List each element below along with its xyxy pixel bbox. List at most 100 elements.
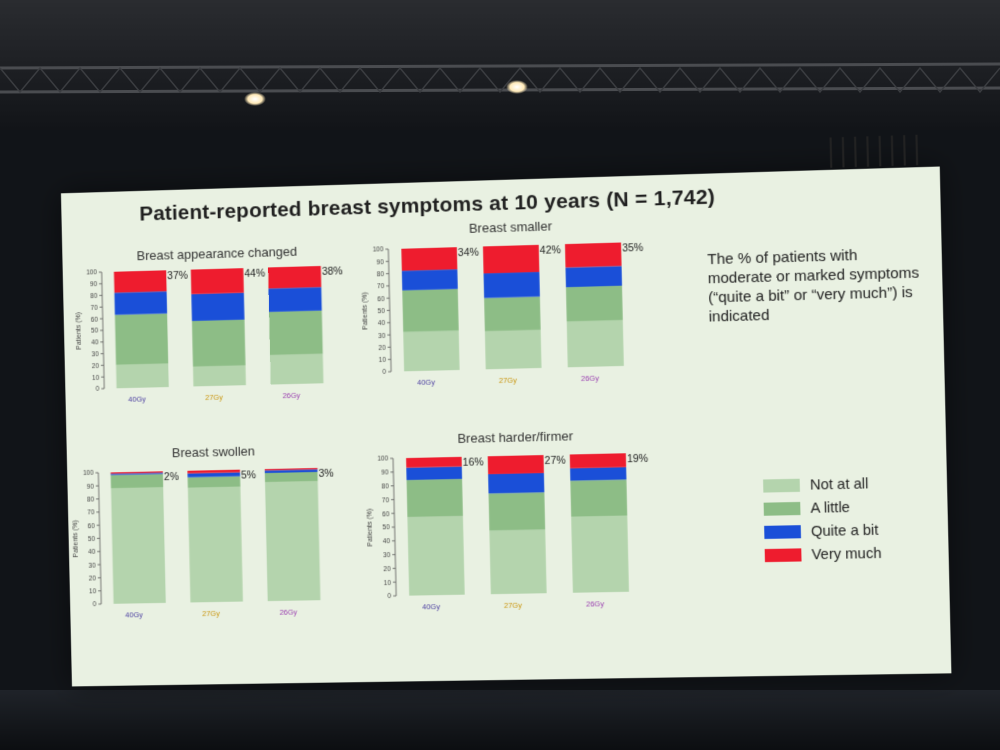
y-tick-label: 80 <box>90 293 98 300</box>
y-tick-label: 80 <box>87 497 95 504</box>
legend-label: Very much <box>811 545 881 562</box>
bar-segment <box>191 293 244 321</box>
data-label: 27% <box>544 456 565 468</box>
bar-segment <box>268 266 321 289</box>
stage-floor <box>0 690 1000 750</box>
bar-segment <box>192 320 246 367</box>
y-tick-label: 0 <box>96 386 100 393</box>
bar-segment <box>116 364 169 389</box>
bar-segment <box>406 457 462 468</box>
y-tick-label: 60 <box>382 511 390 518</box>
bar-segment <box>269 287 322 312</box>
data-label: 44% <box>244 268 265 280</box>
bar-segment <box>570 480 627 517</box>
legend-label: Not at all <box>810 476 869 493</box>
data-label: 38% <box>322 266 343 278</box>
y-axis-label: Patients (%) <box>72 520 80 558</box>
data-label: 16% <box>463 457 484 469</box>
y-tick-label: 60 <box>88 523 96 530</box>
data-label: 37% <box>167 271 188 283</box>
bar-segment <box>567 320 624 367</box>
stage-light <box>506 80 528 94</box>
bar-segment <box>485 330 542 370</box>
y-tick-label: 0 <box>93 602 97 609</box>
bar-segment <box>115 313 168 365</box>
bar-segment <box>565 243 622 268</box>
y-tick-label: 40 <box>88 549 96 556</box>
stacked-bar-chart: Patients (%)0102030405060708090100 2%40Gy… <box>67 459 365 628</box>
bar-segment <box>111 487 166 604</box>
data-label: 5% <box>241 470 256 481</box>
y-tick-label: 70 <box>377 283 385 290</box>
y-tick-label: 90 <box>381 470 389 477</box>
chart-panel-appearance: Breast appearance changed Patients (%) 0 1… <box>70 242 368 413</box>
y-tick-label: 20 <box>92 363 100 370</box>
bar-segment <box>402 269 458 290</box>
y-tick-label: 70 <box>382 497 390 504</box>
bar-segment <box>188 487 243 603</box>
y-tick-label: 50 <box>382 525 390 532</box>
data-label: 35% <box>622 243 643 255</box>
bar-segment <box>570 453 626 468</box>
legend-item: A little <box>763 495 880 521</box>
bar-segment <box>111 474 164 488</box>
legend-item: Quite a bit <box>764 519 881 544</box>
bar-segment <box>403 331 459 372</box>
bar-segment <box>566 266 622 287</box>
bar-segment <box>406 466 462 480</box>
bar-segment <box>484 297 540 332</box>
bar-segment <box>270 354 323 385</box>
legend-label: Quite a bit <box>811 522 879 539</box>
y-tick-label: 100 <box>373 247 384 254</box>
y-tick-label: 40 <box>91 340 99 347</box>
data-label: 19% <box>627 454 648 466</box>
presentation-slide: Patient-reported breast symptoms at 10 y… <box>61 167 951 687</box>
y-tick-label: 10 <box>89 588 97 595</box>
bar-segment <box>188 476 241 488</box>
slide-note: The % of patients with moderate or marke… <box>707 244 923 326</box>
legend-swatch <box>764 525 801 539</box>
y-tick-label: 70 <box>90 305 98 312</box>
chart-panel-harder: Breast harder/firmer Patients (%) 0 10 20 30… <box>361 426 675 622</box>
bar-segment <box>269 311 323 356</box>
data-label: 42% <box>540 245 561 257</box>
legend-swatch <box>764 502 801 516</box>
bar-segment <box>407 479 463 517</box>
y-tick-label: 90 <box>90 281 98 288</box>
y-tick-label: 40 <box>378 320 386 327</box>
bar-segment <box>265 472 318 482</box>
y-tick-label: 10 <box>384 580 392 587</box>
data-label: 3% <box>318 469 333 480</box>
bar-segment <box>193 365 246 386</box>
chart-panel-swollen: Breast swollen Patients (%) 0 10 20 30 40 50 60… <box>67 441 365 630</box>
bar-segment <box>483 245 539 274</box>
legend-label: A little <box>810 499 850 516</box>
y-tick-label: 50 <box>378 308 386 315</box>
x-tick-label: 27Gy <box>202 609 220 618</box>
bar-segment <box>571 516 629 593</box>
y-tick-label: 50 <box>88 536 96 543</box>
bar-segment <box>488 455 544 474</box>
y-tick-label: 0 <box>383 369 387 376</box>
bar-segment <box>566 286 623 322</box>
legend-item: Not at all <box>763 472 880 498</box>
x-tick-label: 27Gy <box>499 376 517 386</box>
stacked-bar-chart: Patients (%)0102030405060708090100 37%40G… <box>70 257 368 413</box>
bar-segment <box>114 291 167 315</box>
y-tick-label: 10 <box>379 357 387 364</box>
bar-segment <box>114 270 167 292</box>
chart-legend: Not at all A little Quite a bit Very muc… <box>763 472 882 567</box>
slide-decoration-bars <box>820 130 933 170</box>
bar-segment <box>402 289 458 332</box>
y-axis-label: Patients (%) <box>366 509 374 547</box>
y-tick-label: 20 <box>378 345 386 352</box>
legend-item: Very much <box>765 542 882 567</box>
y-tick-label: 40 <box>383 538 391 545</box>
x-tick-label: 40Gy <box>417 378 435 387</box>
y-tick-label: 30 <box>378 332 386 339</box>
data-label: 2% <box>164 472 179 483</box>
x-tick-label: 27Gy <box>205 393 223 402</box>
bar-segment <box>401 247 457 271</box>
data-label: 34% <box>458 247 479 259</box>
y-axis-label: Patients (%) <box>362 292 370 330</box>
